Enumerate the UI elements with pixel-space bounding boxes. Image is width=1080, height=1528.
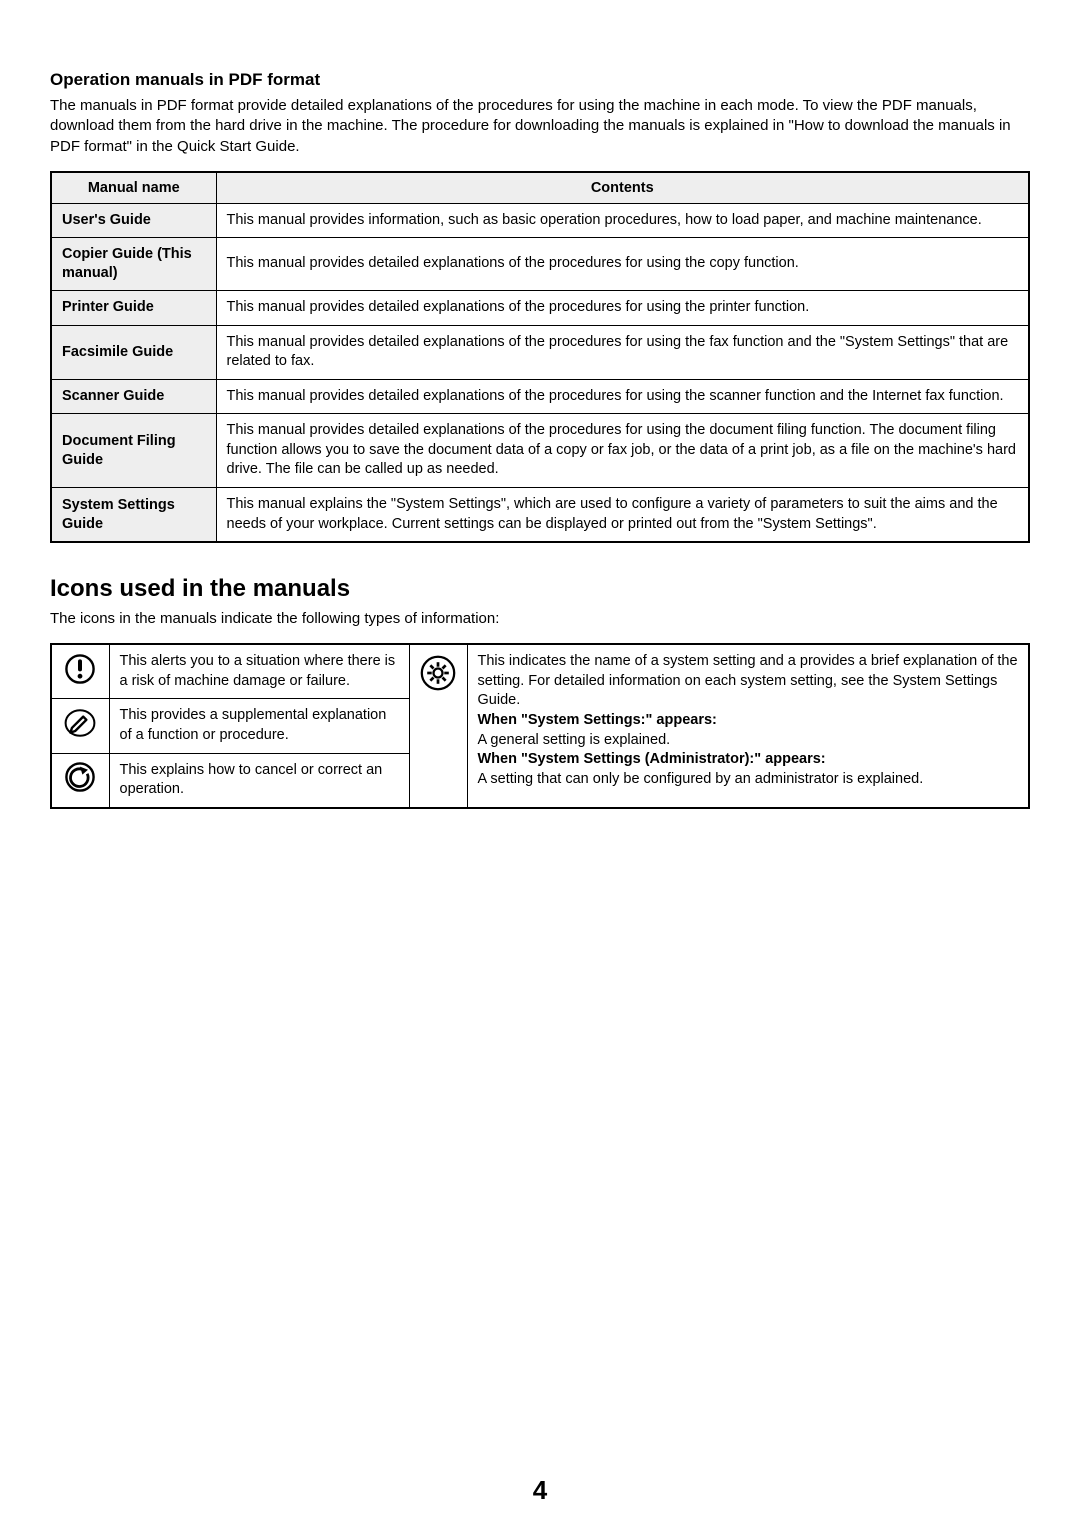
manual-desc-cell: This manual provides information, such a… bbox=[216, 203, 1029, 238]
manual-name-cell: User's Guide bbox=[51, 203, 216, 238]
manual-name-cell: Copier Guide (This manual) bbox=[51, 238, 216, 291]
icon-desc: This provides a supplemental explanation… bbox=[109, 699, 409, 753]
manual-name-cell: System Settings Guide bbox=[51, 487, 216, 542]
manual-desc-cell: This manual provides detailed explanatio… bbox=[216, 238, 1029, 291]
manual-name-cell: Printer Guide bbox=[51, 291, 216, 326]
manual-desc-cell: This manual provides detailed explanatio… bbox=[216, 414, 1029, 488]
note-icon bbox=[64, 707, 96, 739]
manual-name-cell: Scanner Guide bbox=[51, 379, 216, 414]
icon-cell bbox=[51, 753, 109, 808]
manual-name-cell: Document Filing Guide bbox=[51, 414, 216, 488]
cancel-icon bbox=[64, 761, 96, 793]
settings-intro: This indicates the name of a system sett… bbox=[478, 653, 1018, 708]
settings-text2: A setting that can only be configured by… bbox=[478, 771, 924, 787]
pdf-manuals-intro: The manuals in PDF format provide detail… bbox=[50, 96, 1030, 157]
manual-desc-cell: This manual provides detailed explanatio… bbox=[216, 291, 1029, 326]
table-header-row: Manual name Contents bbox=[51, 172, 1029, 204]
icon-desc-settings: This indicates the name of a system sett… bbox=[467, 644, 1029, 807]
icon-cell bbox=[409, 644, 467, 807]
settings-bold2: When "System Settings (Administrator):" … bbox=[478, 751, 826, 767]
pdf-manuals-heading: Operation manuals in PDF format bbox=[50, 70, 1030, 90]
icons-heading: Icons used in the manuals bbox=[50, 575, 1030, 603]
manual-desc-cell: This manual provides detailed explanatio… bbox=[216, 379, 1029, 414]
table-row: Copier Guide (This manual) This manual p… bbox=[51, 238, 1029, 291]
page-number: 4 bbox=[0, 1475, 1080, 1506]
table-row: This alerts you to a situation where the… bbox=[51, 644, 1029, 699]
table-row: System Settings Guide This manual explai… bbox=[51, 487, 1029, 542]
settings-icon bbox=[420, 655, 456, 691]
table-row: User's Guide This manual provides inform… bbox=[51, 203, 1029, 238]
table-row: Facsimile Guide This manual provides det… bbox=[51, 325, 1029, 379]
col-manual-name: Manual name bbox=[51, 172, 216, 204]
manual-name-cell: Facsimile Guide bbox=[51, 325, 216, 379]
col-contents: Contents bbox=[216, 172, 1029, 204]
icon-desc: This explains how to cancel or correct a… bbox=[109, 753, 409, 808]
icon-desc: This alerts you to a situation where the… bbox=[109, 644, 409, 699]
caution-icon bbox=[64, 653, 96, 685]
icons-table: This alerts you to a situation where the… bbox=[50, 643, 1030, 808]
settings-bold1: When "System Settings:" appears: bbox=[478, 712, 717, 728]
manuals-table: Manual name Contents User's Guide This m… bbox=[50, 171, 1030, 543]
manual-desc-cell: This manual provides detailed explanatio… bbox=[216, 325, 1029, 379]
table-row: Scanner Guide This manual provides detai… bbox=[51, 379, 1029, 414]
icon-cell bbox=[51, 644, 109, 699]
icons-intro: The icons in the manuals indicate the fo… bbox=[50, 609, 1030, 629]
manual-desc-cell: This manual explains the "System Setting… bbox=[216, 487, 1029, 542]
table-row: Printer Guide This manual provides detai… bbox=[51, 291, 1029, 326]
settings-text1: A general setting is explained. bbox=[478, 732, 671, 748]
icon-cell bbox=[51, 699, 109, 753]
table-row: Document Filing Guide This manual provid… bbox=[51, 414, 1029, 488]
